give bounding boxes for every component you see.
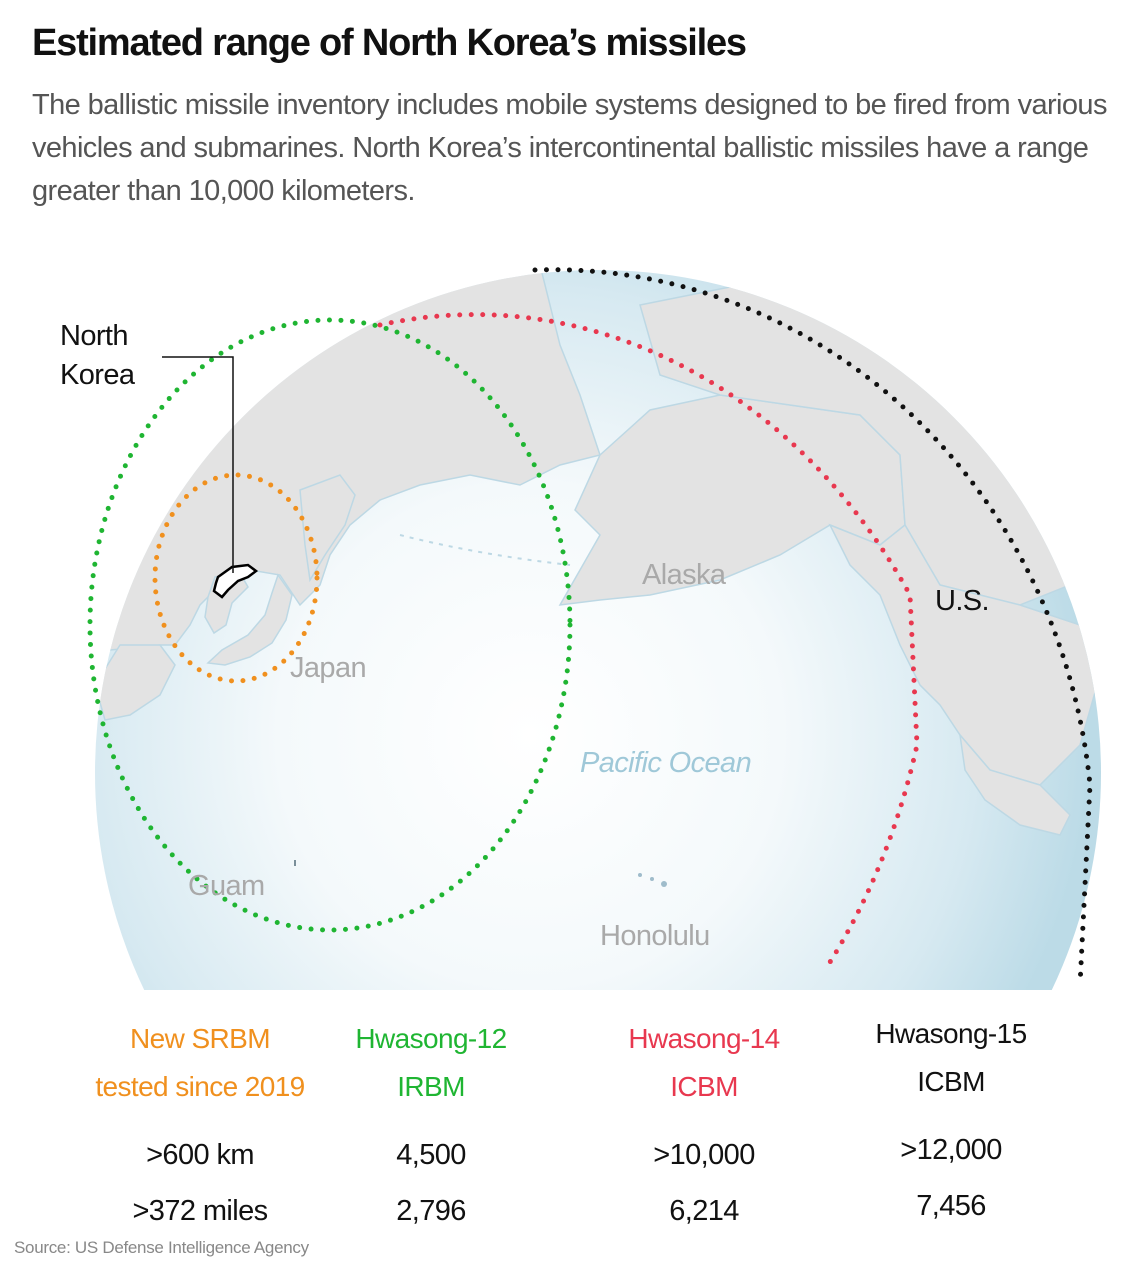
japan-landmass bbox=[206, 573, 293, 666]
legend-hwasong12: Hwasong-12 IRBM 4,500 2,796 bbox=[316, 1015, 546, 1239]
range-ring-srbm bbox=[152, 472, 320, 684]
legend-hwasong15-miles: 7,456 bbox=[916, 1190, 986, 1222]
globe-map: North Korea Japan Alaska Pacific Ocean G… bbox=[60, 267, 1101, 990]
aleutian-islands bbox=[399, 534, 571, 566]
legend-hwasong15-name-line1: Hwasong-15 bbox=[875, 1018, 1027, 1049]
legend-srbm-name-line2: tested since 2019 bbox=[95, 1071, 305, 1102]
legend-srbm: New SRBM tested since 2019 >600 km >372 … bbox=[85, 1015, 315, 1239]
legend-hwasong15-km: >12,000 bbox=[900, 1134, 1002, 1166]
label-north-korea-line1: North bbox=[60, 320, 128, 352]
mexico-landmass bbox=[958, 732, 1071, 836]
legend-hwasong15-name-line2: ICBM bbox=[917, 1066, 985, 1097]
label-north-korea-line2: Korea bbox=[60, 359, 136, 391]
legend-hwasong14-name-line2: ICBM bbox=[670, 1071, 738, 1102]
legend-hwasong14-km: >10,000 bbox=[653, 1139, 755, 1171]
hawaii-island bbox=[661, 881, 667, 887]
legend-hwasong12-name-line2: IRBM bbox=[397, 1071, 465, 1102]
hawaii-island bbox=[650, 877, 654, 881]
legend-hwasong12-miles: 2,796 bbox=[396, 1195, 466, 1227]
hawaii-island bbox=[638, 873, 642, 877]
range-ring-hwasong15 bbox=[532, 267, 1093, 988]
chart-title: Estimated range of North Korea’s missile… bbox=[32, 22, 747, 64]
legend-hwasong14-miles: 6,214 bbox=[669, 1195, 739, 1227]
mainland-asia-west bbox=[95, 644, 176, 721]
range-ring-hwasong12 bbox=[87, 317, 573, 933]
greenland-landmass bbox=[999, 373, 1071, 466]
guam-island bbox=[294, 860, 296, 866]
label-pacific-ocean: Pacific Ocean bbox=[580, 747, 751, 779]
chart-subtitle: The ballistic missile inventory includes… bbox=[32, 89, 1107, 207]
legend-hwasong12-km: 4,500 bbox=[396, 1139, 466, 1171]
label-alaska: Alaska bbox=[642, 559, 727, 591]
legend-srbm-miles: >372 miles bbox=[132, 1195, 268, 1227]
range-ring-hwasong14 bbox=[377, 312, 920, 973]
legend-hwasong12-name-line1: Hwasong-12 bbox=[355, 1023, 507, 1054]
label-us: U.S. bbox=[935, 585, 989, 617]
legend-srbm-km: >600 km bbox=[146, 1139, 254, 1171]
legend-hwasong14: Hwasong-14 ICBM >10,000 6,214 bbox=[589, 1015, 819, 1239]
legend-hwasong15: Hwasong-15 ICBM >12,000 7,456 bbox=[836, 1010, 1066, 1234]
north-korea-leader-line bbox=[162, 356, 234, 573]
source-note: Source: US Defense Intelligence Agency bbox=[14, 1238, 309, 1257]
label-honolulu: Honolulu bbox=[600, 920, 710, 952]
kamchatka bbox=[299, 474, 356, 583]
label-japan: Japan bbox=[290, 652, 366, 684]
north-korea-outline bbox=[212, 563, 259, 599]
landmasses bbox=[95, 270, 1101, 887]
legend-srbm-name-line1: New SRBM bbox=[130, 1023, 270, 1054]
legend-hwasong14-name-line1: Hwasong-14 bbox=[628, 1023, 780, 1054]
label-guam: Guam bbox=[188, 870, 265, 902]
